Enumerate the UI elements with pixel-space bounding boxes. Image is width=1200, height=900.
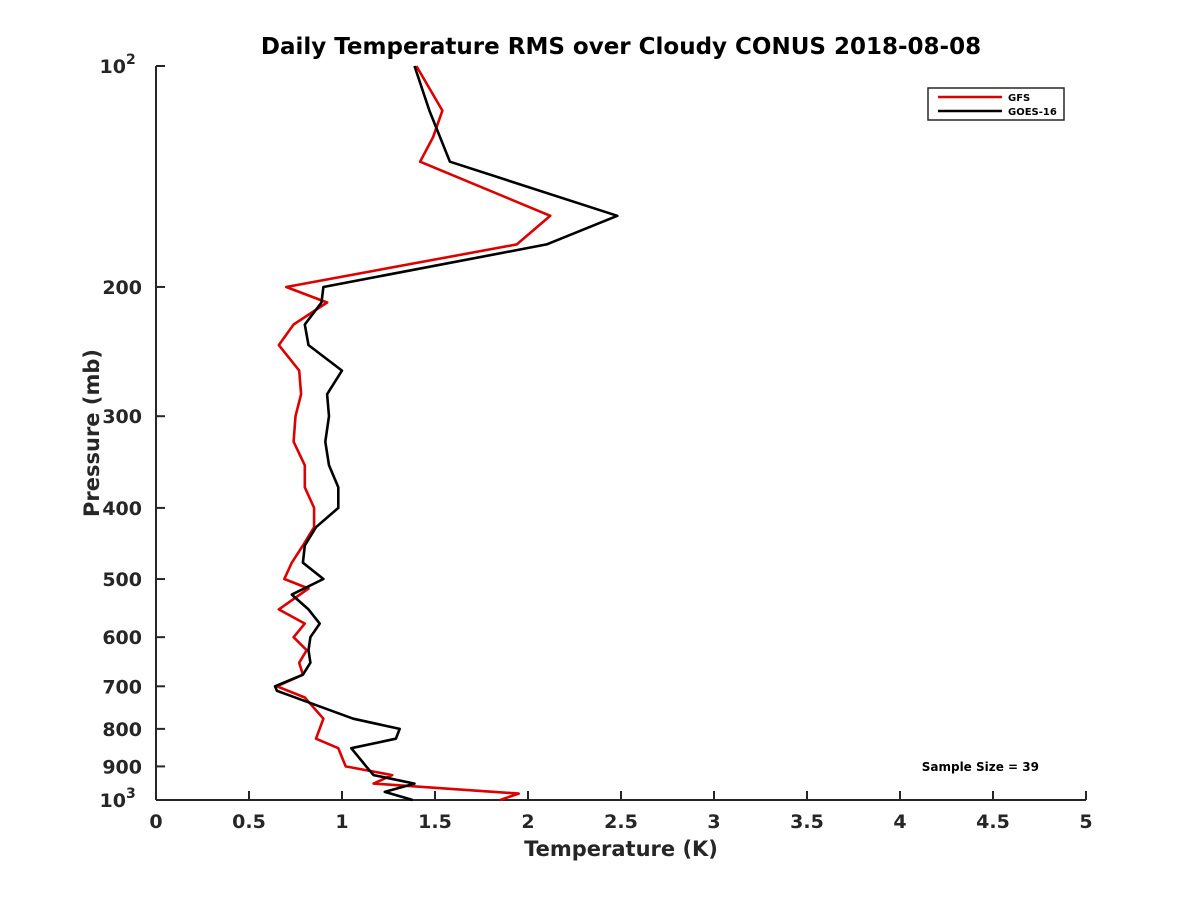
legend: GFS GOES-16 (927, 87, 1065, 121)
y-tick-label: 700 (102, 676, 142, 698)
series-group (273, 65, 619, 802)
x-tick-label: 4.5 (976, 811, 1010, 833)
legend-label: GOES-16 (1008, 107, 1057, 118)
y-tick-label: 600 (102, 627, 142, 649)
y-tick-label: 500 (102, 569, 142, 591)
y-tick-label: 10 (100, 790, 126, 812)
legend-label: GFS (1008, 93, 1030, 104)
series-line-gfs (275, 65, 552, 802)
x-tick-label: 0 (149, 811, 162, 833)
y-tick-label: 300 (102, 406, 142, 428)
sample-size-annotation: Sample Size = 39 (922, 760, 1039, 774)
x-tick-label: 3 (707, 811, 720, 833)
x-axis: 0 0.5 1 1.5 2 2.5 3 3.5 4 4.5 5 (149, 791, 1093, 833)
y-tick-label-exponent: 3 (126, 786, 136, 802)
y-tick-label: 200 (102, 277, 142, 299)
x-tick-label: 2 (521, 811, 534, 833)
x-tick-label: 2.5 (604, 811, 638, 833)
x-tick-label: 1 (335, 811, 348, 833)
x-tick-label: 4 (893, 811, 906, 833)
y-tick-label-exponent: 2 (126, 52, 136, 68)
legend-box (927, 87, 1065, 121)
x-tick-label: 5 (1079, 811, 1092, 833)
y-tick-label: 400 (102, 498, 142, 520)
x-axis-label: Temperature (K) (524, 837, 718, 861)
y-axis-label: Pressure (mb) (80, 349, 104, 517)
y-tick-label: 800 (102, 719, 142, 741)
series-line-goes-16 (273, 65, 619, 802)
chart-title: Daily Temperature RMS over Cloudy CONUS … (261, 34, 981, 60)
x-tick-label: 3.5 (790, 811, 824, 833)
y-tick-label: 900 (102, 756, 142, 778)
x-tick-label: 0.5 (232, 811, 266, 833)
y-tick-label: 10 (100, 56, 126, 78)
x-tick-label: 1.5 (418, 811, 452, 833)
